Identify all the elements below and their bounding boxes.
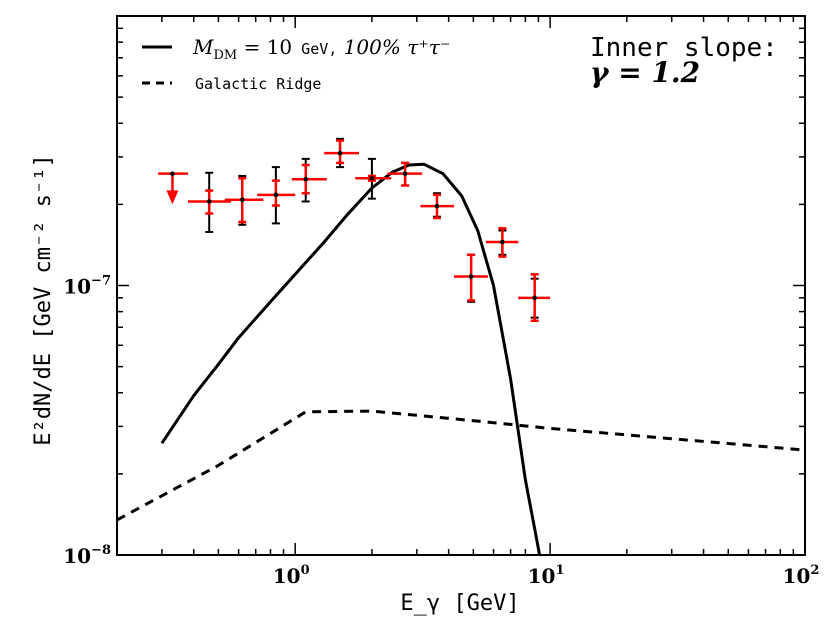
x-tick-label: 101 — [528, 563, 565, 588]
data-point — [239, 197, 245, 203]
data-point — [532, 295, 537, 301]
annotation-line1: Inner slope: — [590, 33, 778, 63]
legend-label-model: MDM = 10 GeV, 100% τ⁺τ⁻ — [192, 35, 450, 63]
upper-limit-arrow-head — [166, 190, 179, 205]
legend-label-ridge: Galactic Ridge — [195, 75, 321, 93]
data-point — [303, 176, 309, 182]
data-point — [468, 274, 474, 279]
data-point — [337, 150, 343, 156]
x-axis-label: E_γ [GeV] — [400, 591, 519, 616]
data-point — [434, 203, 440, 209]
data-point — [500, 239, 505, 245]
y-axis-label: E²dN/dE [GeV cm⁻² s⁻¹] — [31, 154, 56, 445]
data-point — [273, 192, 279, 198]
plot-area: 100 101 102 10−8 10−7 — [63, 15, 820, 588]
x-tick-label: 102 — [783, 563, 820, 588]
data-point — [402, 171, 408, 176]
y-tick-label: 10−7 — [63, 274, 111, 299]
data-point — [170, 171, 175, 176]
annotation-line2: γ = 1.2 — [590, 56, 700, 89]
axes-frame — [116, 15, 806, 556]
series-line-dark-matter — [160, 162, 542, 555]
series-line-galactic-ridge — [117, 409, 805, 522]
data-point — [369, 175, 375, 181]
x-tick-label: 100 — [273, 563, 310, 588]
legend: MDM = 10 GeV, 100% τ⁺τ⁻ Galactic Ridge — [142, 35, 450, 93]
y-tick-label: 10−8 — [63, 543, 111, 568]
data-point — [206, 199, 212, 204]
